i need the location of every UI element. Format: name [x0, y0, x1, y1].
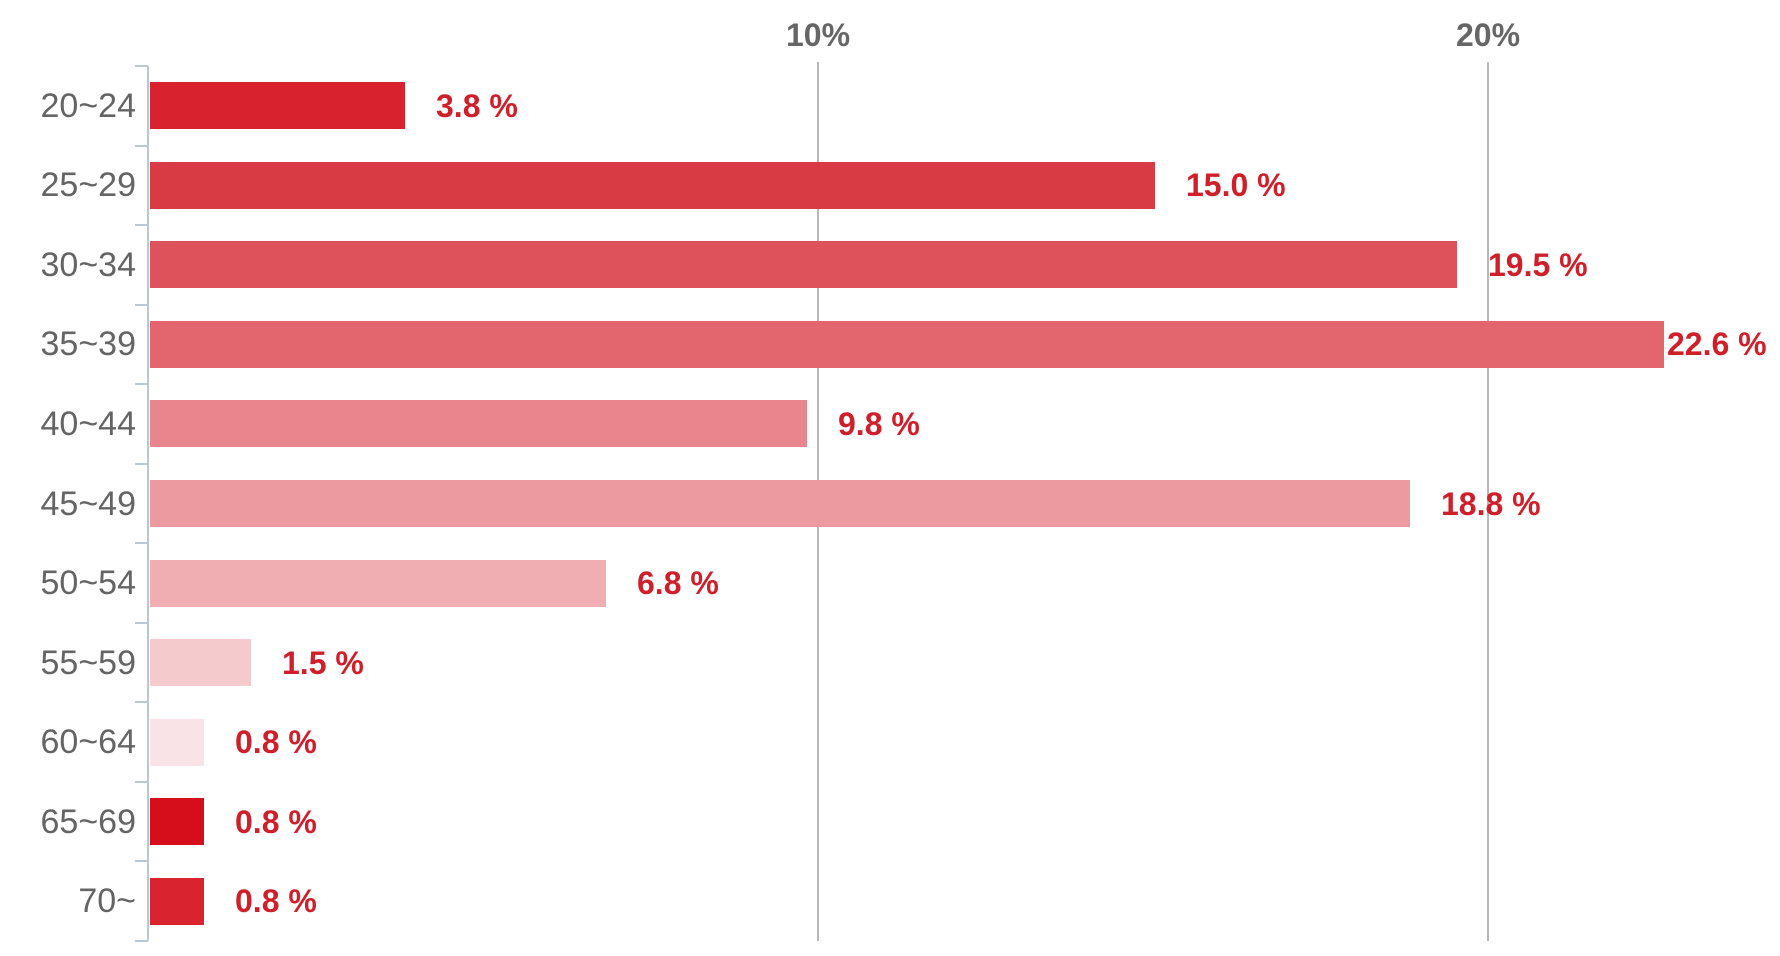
category-label: 25~29: [40, 166, 137, 204]
bar: [150, 241, 1457, 288]
category-label: 45~49: [40, 485, 137, 523]
category-label: 40~44: [40, 405, 137, 443]
category-label: 50~54: [40, 564, 137, 602]
y-axis-tick: [135, 462, 148, 465]
value-label: 15.0 %: [1186, 167, 1286, 203]
value-label: 1.5 %: [282, 645, 364, 681]
value-label: 22.6 %: [1667, 326, 1767, 362]
y-axis-tick: [135, 144, 148, 147]
y-axis-tick: [135, 621, 148, 624]
bar: [150, 162, 1155, 209]
bar: [150, 798, 204, 845]
category-label: 35~39: [40, 325, 137, 363]
category-label: 30~34: [40, 246, 137, 284]
category-label: 65~69: [40, 803, 137, 841]
bar: [150, 321, 1664, 368]
bar: [150, 400, 807, 447]
value-label: 0.8 %: [235, 804, 317, 840]
y-axis-tick: [135, 780, 148, 783]
y-axis-tick: [135, 303, 148, 306]
value-label: 0.8 %: [235, 883, 317, 919]
category-label: 20~24: [40, 87, 137, 125]
category-label: 55~59: [40, 644, 137, 682]
value-label: 18.8 %: [1441, 486, 1541, 522]
category-label: 70~: [78, 882, 136, 920]
x-gridline: [1487, 62, 1489, 941]
bar: [150, 719, 204, 766]
bar: [150, 82, 405, 129]
value-label: 9.8 %: [838, 406, 920, 442]
bar: [150, 480, 1410, 527]
value-label: 19.5 %: [1488, 247, 1588, 283]
bar: [150, 878, 204, 925]
bar: [150, 560, 606, 607]
bar: [150, 639, 251, 686]
y-axis-tick: [135, 701, 148, 704]
value-label: 3.8 %: [436, 88, 518, 124]
y-axis-tick: [135, 65, 148, 67]
y-axis-tick: [135, 224, 148, 227]
y-axis-tick: [135, 542, 148, 545]
x-axis-tick-label: 10%: [785, 17, 851, 53]
y-axis-tick: [135, 860, 148, 863]
y-axis-tick: [135, 383, 148, 386]
y-axis-tick: [135, 940, 148, 942]
x-axis-tick-label: 20%: [1455, 17, 1521, 53]
value-label: 0.8 %: [235, 724, 317, 760]
category-label: 60~64: [40, 723, 137, 761]
value-label: 6.8 %: [637, 565, 719, 601]
y-axis-line: [147, 66, 149, 941]
